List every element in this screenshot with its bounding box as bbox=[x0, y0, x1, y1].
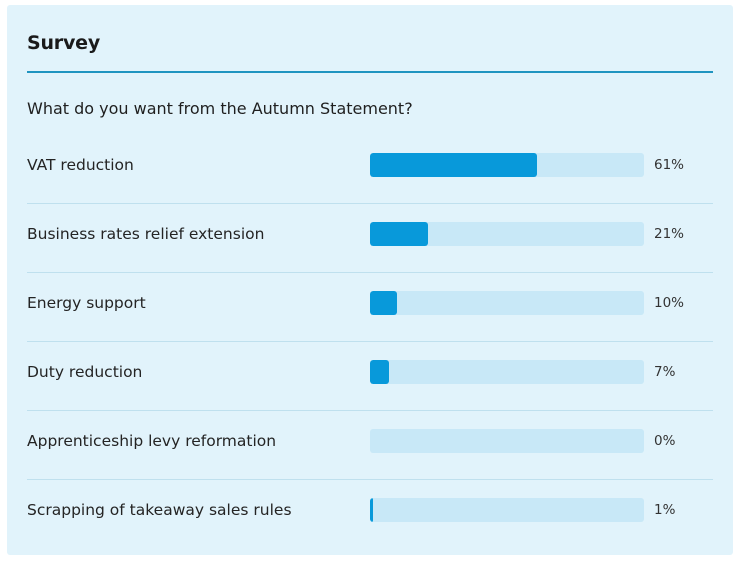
result-percent: 7% bbox=[654, 364, 676, 380]
survey-options-list: VAT reduction 61% Business rates relief … bbox=[27, 135, 713, 549]
option-label: Energy support bbox=[27, 294, 146, 312]
survey-option: Duty reduction 7% bbox=[27, 342, 713, 411]
survey-option: Business rates relief extension 21% bbox=[27, 204, 713, 273]
result-bar-fill bbox=[370, 153, 538, 177]
option-label: Apprenticeship levy reformation bbox=[27, 432, 277, 450]
result-bar-track bbox=[370, 498, 644, 522]
result-bar-track bbox=[370, 222, 644, 246]
result-percent: 21% bbox=[654, 226, 685, 242]
result-bar-fill bbox=[370, 291, 398, 315]
option-label: Duty reduction bbox=[27, 363, 143, 381]
survey-question: What do you want from the Autumn Stateme… bbox=[27, 99, 413, 118]
option-label: Business rates relief extension bbox=[27, 225, 265, 243]
result-percent: 10% bbox=[654, 295, 685, 311]
result-bar-fill bbox=[370, 222, 428, 246]
option-label: Scrapping of takeaway sales rules bbox=[27, 501, 292, 519]
survey-option: Apprenticeship levy reformation 0% bbox=[27, 411, 713, 480]
result-bar-fill bbox=[370, 498, 373, 522]
result-bar-track bbox=[370, 153, 644, 177]
result-bar-track bbox=[370, 429, 644, 453]
option-label: VAT reduction bbox=[27, 156, 134, 174]
survey-option: Energy support 10% bbox=[27, 273, 713, 342]
survey-option: Scrapping of takeaway sales rules 1% bbox=[27, 480, 713, 549]
title-divider bbox=[27, 71, 713, 73]
result-percent: 0% bbox=[654, 433, 676, 449]
result-bar-fill bbox=[370, 360, 390, 384]
result-bar-track bbox=[370, 291, 644, 315]
survey-option: VAT reduction 61% bbox=[27, 135, 713, 204]
result-percent: 61% bbox=[654, 157, 685, 173]
result-percent: 1% bbox=[654, 502, 676, 518]
survey-title: Survey bbox=[27, 32, 101, 54]
survey-card: Survey What do you want from the Autumn … bbox=[7, 5, 733, 555]
result-bar-track bbox=[370, 360, 644, 384]
